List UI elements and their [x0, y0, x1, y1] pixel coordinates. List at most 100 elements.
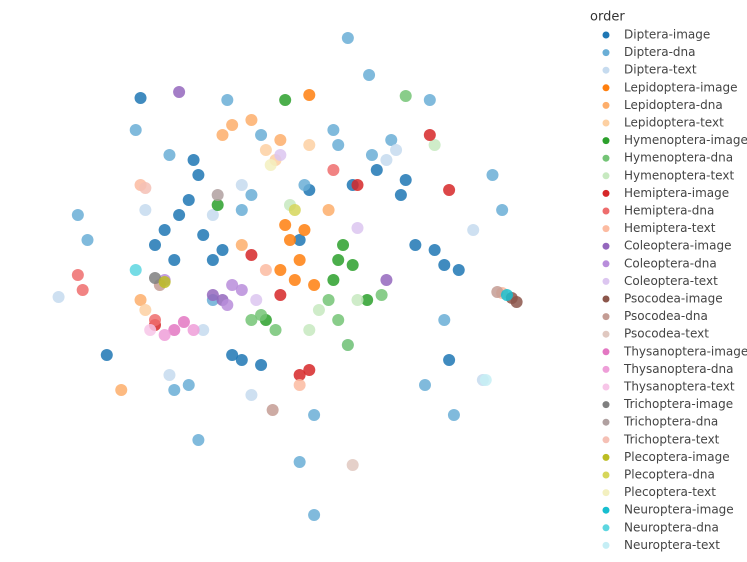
- legend-item[interactable]: Lepidoptera-image: [602, 80, 738, 94]
- point: [322, 204, 335, 216]
- legend-item[interactable]: Trichoptera-text: [602, 432, 720, 446]
- legend-label: Plecoptera-dna: [624, 468, 715, 482]
- legend: Diptera-image Diptera-dna Diptera-text Lepi…: [602, 28, 747, 552]
- legend-item[interactable]: Lepidoptera-text: [602, 116, 725, 130]
- legend-label: Hemiptera-image: [624, 186, 729, 200]
- point: [399, 174, 412, 186]
- point: [327, 164, 340, 176]
- legend-item[interactable]: Plecoptera-dna: [602, 468, 715, 482]
- legend-item[interactable]: Hemiptera-image: [602, 186, 730, 200]
- legend-item[interactable]: Trichoptera-image: [602, 397, 734, 411]
- point: [149, 272, 161, 284]
- legend-label: Coleoptera-text: [624, 274, 718, 288]
- point: [419, 379, 431, 391]
- legend-item[interactable]: Diptera-image: [602, 28, 711, 42]
- legend-marker: [602, 49, 610, 57]
- legend-item[interactable]: Hemiptera-dna: [602, 204, 715, 218]
- point: [192, 169, 205, 181]
- point: [447, 409, 460, 421]
- legend-marker: [602, 295, 610, 303]
- point: [259, 264, 272, 276]
- legend-item[interactable]: Hymenoptera-image: [602, 133, 747, 147]
- point: [206, 254, 219, 266]
- point: [158, 224, 171, 236]
- point: [341, 339, 354, 351]
- point: [168, 384, 181, 396]
- legend-marker: [602, 277, 610, 285]
- point: [149, 239, 161, 251]
- legend-marker: [602, 189, 610, 197]
- legend-item[interactable]: Hymenoptera-text: [602, 168, 735, 182]
- legend-marker: [602, 401, 610, 409]
- legend-label: Diptera-image: [624, 28, 710, 42]
- legend-item[interactable]: Plecoptera-image: [602, 450, 730, 464]
- point: [266, 404, 279, 416]
- legend-item[interactable]: Plecoptera-text: [602, 485, 717, 499]
- point: [235, 179, 248, 191]
- legend-item[interactable]: Thysanoptera-image: [602, 344, 747, 358]
- point: [255, 359, 268, 371]
- legend-marker: [602, 154, 610, 162]
- point: [293, 379, 306, 391]
- point: [269, 324, 282, 336]
- legend-marker: [602, 453, 610, 461]
- point: [197, 324, 210, 336]
- legend-label: Trichoptera-dna: [623, 415, 718, 429]
- legend-item[interactable]: Hemiptera-text: [602, 221, 716, 235]
- point: [399, 90, 412, 102]
- legend-item[interactable]: Psocodea-text: [602, 327, 710, 341]
- point: [197, 229, 210, 241]
- legend-item[interactable]: Coleoptera-text: [602, 274, 719, 288]
- point: [158, 329, 171, 341]
- point: [182, 194, 195, 206]
- legend-marker: [602, 84, 610, 92]
- point: [139, 304, 152, 316]
- legend-item[interactable]: Thysanoptera-text: [602, 380, 735, 394]
- legend-item[interactable]: Neuroptera-text: [602, 538, 721, 552]
- legend-item[interactable]: Coleoptera-dna: [602, 256, 717, 270]
- legend-label: Thysanoptera-text: [623, 380, 735, 394]
- point: [327, 124, 340, 136]
- legend-marker: [602, 436, 610, 444]
- legend-label: Hymenoptera-text: [624, 168, 734, 182]
- point: [443, 354, 456, 366]
- point: [81, 234, 94, 246]
- point: [279, 219, 292, 231]
- point: [168, 254, 181, 266]
- point: [211, 199, 224, 211]
- point: [226, 349, 239, 361]
- point: [500, 289, 513, 301]
- legend-title: order: [590, 10, 625, 25]
- legend-item[interactable]: Diptera-text: [602, 63, 697, 77]
- point: [332, 254, 345, 266]
- point: [259, 144, 272, 156]
- legend-item[interactable]: Neuroptera-dna: [602, 520, 719, 534]
- legend-label: Diptera-text: [624, 63, 697, 77]
- point: [274, 264, 287, 276]
- point: [346, 259, 359, 271]
- point: [134, 294, 147, 306]
- legend-item[interactable]: Trichoptera-dna: [602, 415, 719, 429]
- legend-item[interactable]: Hymenoptera-dna: [602, 151, 734, 165]
- point: [380, 274, 393, 286]
- legend-item[interactable]: Coleoptera-image: [602, 239, 732, 253]
- legend-marker: [602, 418, 610, 426]
- legend-item[interactable]: Thysanoptera-dna: [602, 362, 734, 376]
- point: [139, 182, 152, 194]
- legend-item[interactable]: Diptera-dna: [602, 45, 696, 59]
- point: [288, 274, 301, 286]
- legend-item[interactable]: Psocodea-image: [602, 292, 723, 306]
- legend-marker: [602, 313, 610, 321]
- point: [491, 286, 504, 298]
- legend-item[interactable]: Lepidoptera-dna: [602, 98, 723, 112]
- point: [235, 354, 248, 366]
- point: [226, 119, 239, 131]
- point: [235, 204, 248, 216]
- point: [216, 129, 229, 141]
- point: [298, 224, 311, 236]
- legend-item[interactable]: Psocodea-dna: [602, 309, 708, 323]
- legend-item[interactable]: Neuroptera-image: [602, 503, 734, 517]
- point: [245, 249, 258, 261]
- point: [351, 179, 364, 191]
